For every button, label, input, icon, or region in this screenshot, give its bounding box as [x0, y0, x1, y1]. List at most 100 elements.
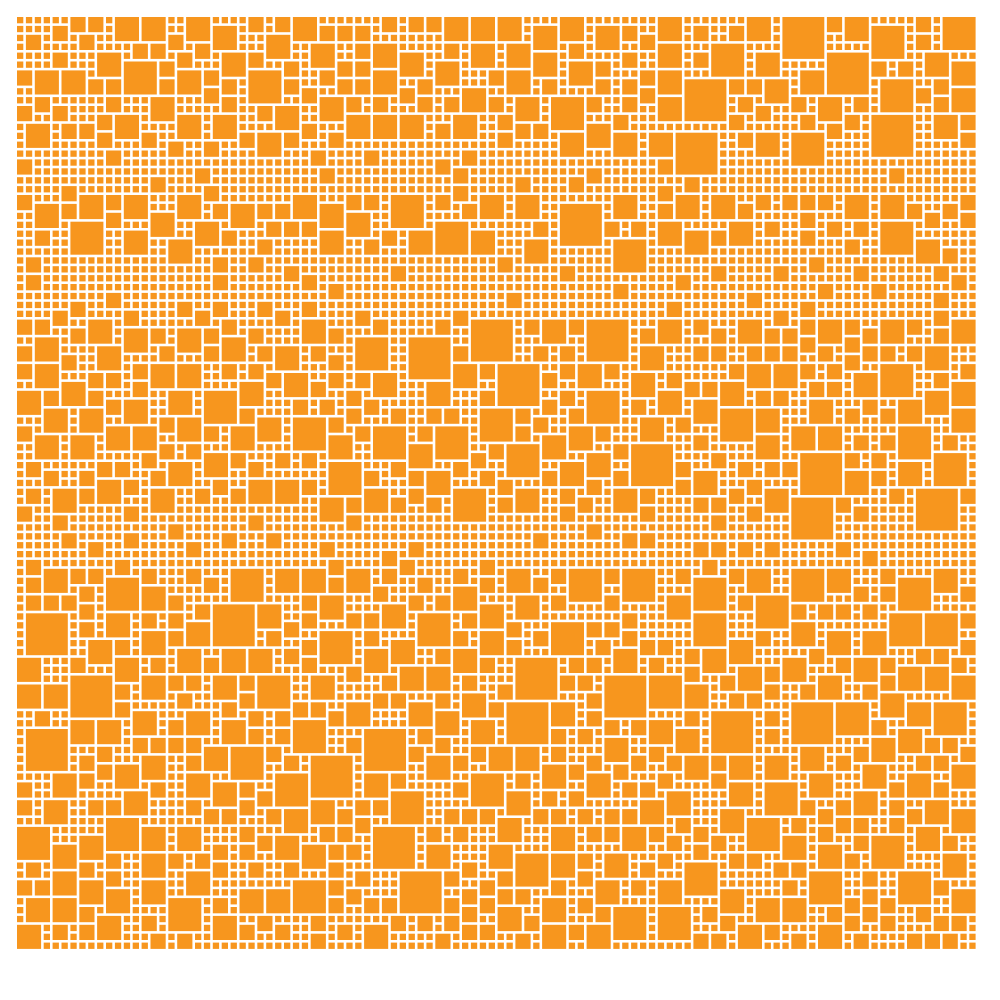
mosaic-tile [132, 737, 148, 754]
mosaic-tile [230, 826, 237, 834]
mosaic-tile [150, 559, 157, 567]
mosaic-tile [497, 61, 504, 68]
mosaic-tile [960, 800, 967, 807]
mosaic-tile [479, 123, 487, 131]
mosaic-tile [568, 292, 576, 300]
mosaic-tile [684, 292, 691, 300]
mosaic-tile [586, 97, 602, 113]
mosaic-tile [818, 230, 825, 237]
mosaic-tile [470, 479, 478, 487]
mosaic-tile [52, 488, 77, 513]
mosaic-tile [435, 462, 442, 469]
mosaic-tile [43, 657, 50, 665]
mosaic-tile [266, 444, 273, 451]
mosaic-tile [577, 524, 584, 531]
mosaic-tile [61, 559, 68, 567]
mosaic-tile [123, 524, 131, 531]
mosaic-tile [675, 862, 682, 869]
mosaic-tile [61, 159, 68, 166]
mosaic-tile [470, 70, 478, 77]
mosaic-tile [17, 764, 24, 771]
mosaic-tile [373, 577, 380, 584]
mosaic-tile [426, 186, 433, 193]
mosaic-tile [337, 43, 344, 50]
mosaic-tile [70, 622, 77, 629]
mosaic-tile [844, 319, 860, 335]
mosaic-tile [835, 284, 843, 291]
mosaic-tile [266, 284, 273, 291]
mosaic-tile [79, 34, 95, 50]
mosaic-tile [257, 319, 264, 326]
mosaic-tile [408, 542, 424, 558]
mosaic-tile [212, 515, 220, 522]
mosaic-tile [61, 239, 68, 246]
mosaic-tile [390, 328, 398, 335]
mosaic-tile [862, 568, 869, 576]
mosaic-tile [515, 773, 531, 789]
mosaic-tile [969, 52, 976, 59]
mosaic-tile [364, 97, 371, 104]
mosaic-tile [915, 693, 923, 700]
mosaic-tile [34, 61, 42, 68]
mosaic-tile [257, 292, 264, 300]
mosaic-tile [791, 408, 798, 415]
mosaic-tile [702, 907, 718, 923]
mosaic-tile [186, 141, 193, 148]
mosaic-tile [390, 292, 398, 300]
mosaic-tile [800, 292, 807, 300]
mosaic-tile [907, 826, 914, 834]
mosaic-tile [61, 355, 77, 371]
mosaic-tile [613, 168, 620, 175]
mosaic-tile [177, 114, 202, 139]
mosaic-tile [470, 390, 478, 398]
mosaic-tile [631, 123, 638, 131]
mosaic-tile [390, 889, 398, 896]
mosaic-tile [195, 470, 202, 478]
mosaic-tile [168, 711, 175, 718]
mosaic-tile [497, 720, 504, 727]
mosaic-tile [114, 275, 122, 282]
mosaic-tile [470, 835, 478, 843]
mosaic-tile [542, 506, 549, 513]
mosaic-tile [364, 399, 380, 415]
mosaic-tile [737, 871, 745, 878]
mosaic-tile [239, 159, 246, 166]
mosaic-tile [853, 835, 869, 851]
mosaic-tile [764, 853, 771, 860]
mosaic-tile [960, 355, 967, 362]
mosaic-tile [604, 17, 611, 24]
mosaic-tile [221, 889, 228, 896]
mosaic-tile [675, 533, 682, 540]
mosaic-tile [381, 221, 389, 228]
mosaic-tile [586, 292, 593, 300]
mosaic-tile [488, 310, 495, 317]
mosaic-tile [835, 212, 843, 220]
mosaic-tile [755, 470, 762, 478]
mosaic-tile [266, 470, 273, 478]
mosaic-tile [684, 640, 691, 647]
mosaic-tile [34, 809, 42, 816]
mosaic-tile [586, 551, 593, 558]
mosaic-tile [826, 52, 869, 95]
mosaic-tile [426, 70, 433, 77]
mosaic-tile [34, 506, 42, 513]
mosaic-tile [88, 462, 95, 469]
mosaic-tile [693, 399, 718, 424]
mosaic-tile [43, 515, 50, 522]
mosaic-tile [542, 399, 558, 415]
mosaic-tile [453, 622, 460, 629]
mosaic-tile [648, 310, 656, 317]
mosaic-tile [177, 275, 184, 282]
mosaic-tile [924, 292, 932, 300]
mosaic-tile [844, 435, 851, 442]
mosaic-tile [462, 399, 469, 406]
mosaic-tile [168, 844, 175, 851]
mosaic-tile [515, 310, 522, 317]
mosaic-tile [364, 533, 371, 540]
mosaic-tile [595, 809, 602, 816]
mosaic-tile [577, 826, 584, 834]
mosaic-tile [106, 43, 113, 50]
mosaic-tile [551, 150, 558, 157]
mosaic-tile [221, 168, 228, 175]
mosaic-tile [497, 230, 504, 237]
